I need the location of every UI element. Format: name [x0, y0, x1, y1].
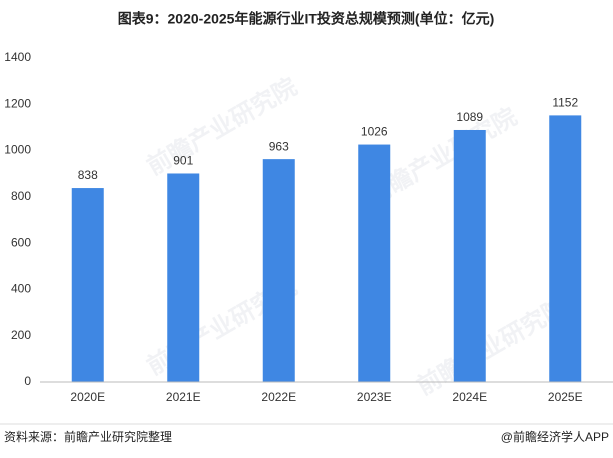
bar [453, 129, 486, 382]
y-tick-label: 400 [11, 282, 31, 296]
data-label: 901 [173, 154, 193, 168]
bar [549, 115, 582, 382]
y-tick-label: 600 [11, 235, 31, 249]
bar [167, 173, 200, 382]
x-tick-label: 2022E [261, 390, 296, 404]
x-tick-label: 2023E [357, 390, 392, 404]
x-tick-label: 2021E [166, 390, 201, 404]
chart-title: 图表9：2020-2025年能源行业IT投资总规模预测(单位：亿元) [118, 11, 495, 27]
source: 资料来源：前瞻产业研究院整理 [4, 429, 172, 444]
data-label: 1152 [552, 96, 578, 110]
y-tick-label: 200 [11, 328, 31, 342]
data-label: 1089 [456, 110, 483, 124]
y-tick-label: 1200 [4, 96, 31, 110]
watermark: 前瞻产业研究院 [412, 292, 571, 400]
x-tick-label: 2025E [548, 390, 583, 404]
bar [71, 188, 104, 382]
bar [262, 159, 295, 382]
bar [358, 144, 391, 382]
y-tick-label: 1400 [4, 50, 31, 64]
y-tick-label: 800 [11, 189, 31, 203]
data-label: 838 [78, 168, 98, 182]
x-tick-label: 2024E [452, 390, 487, 404]
data-label: 963 [269, 139, 289, 153]
data-label: 1026 [361, 125, 388, 139]
credit: @前瞻经济学人APP [501, 429, 609, 444]
x-tick-label: 2020E [70, 390, 105, 404]
y-tick-label: 1000 [4, 143, 31, 157]
y-tick-label: 0 [24, 374, 31, 388]
